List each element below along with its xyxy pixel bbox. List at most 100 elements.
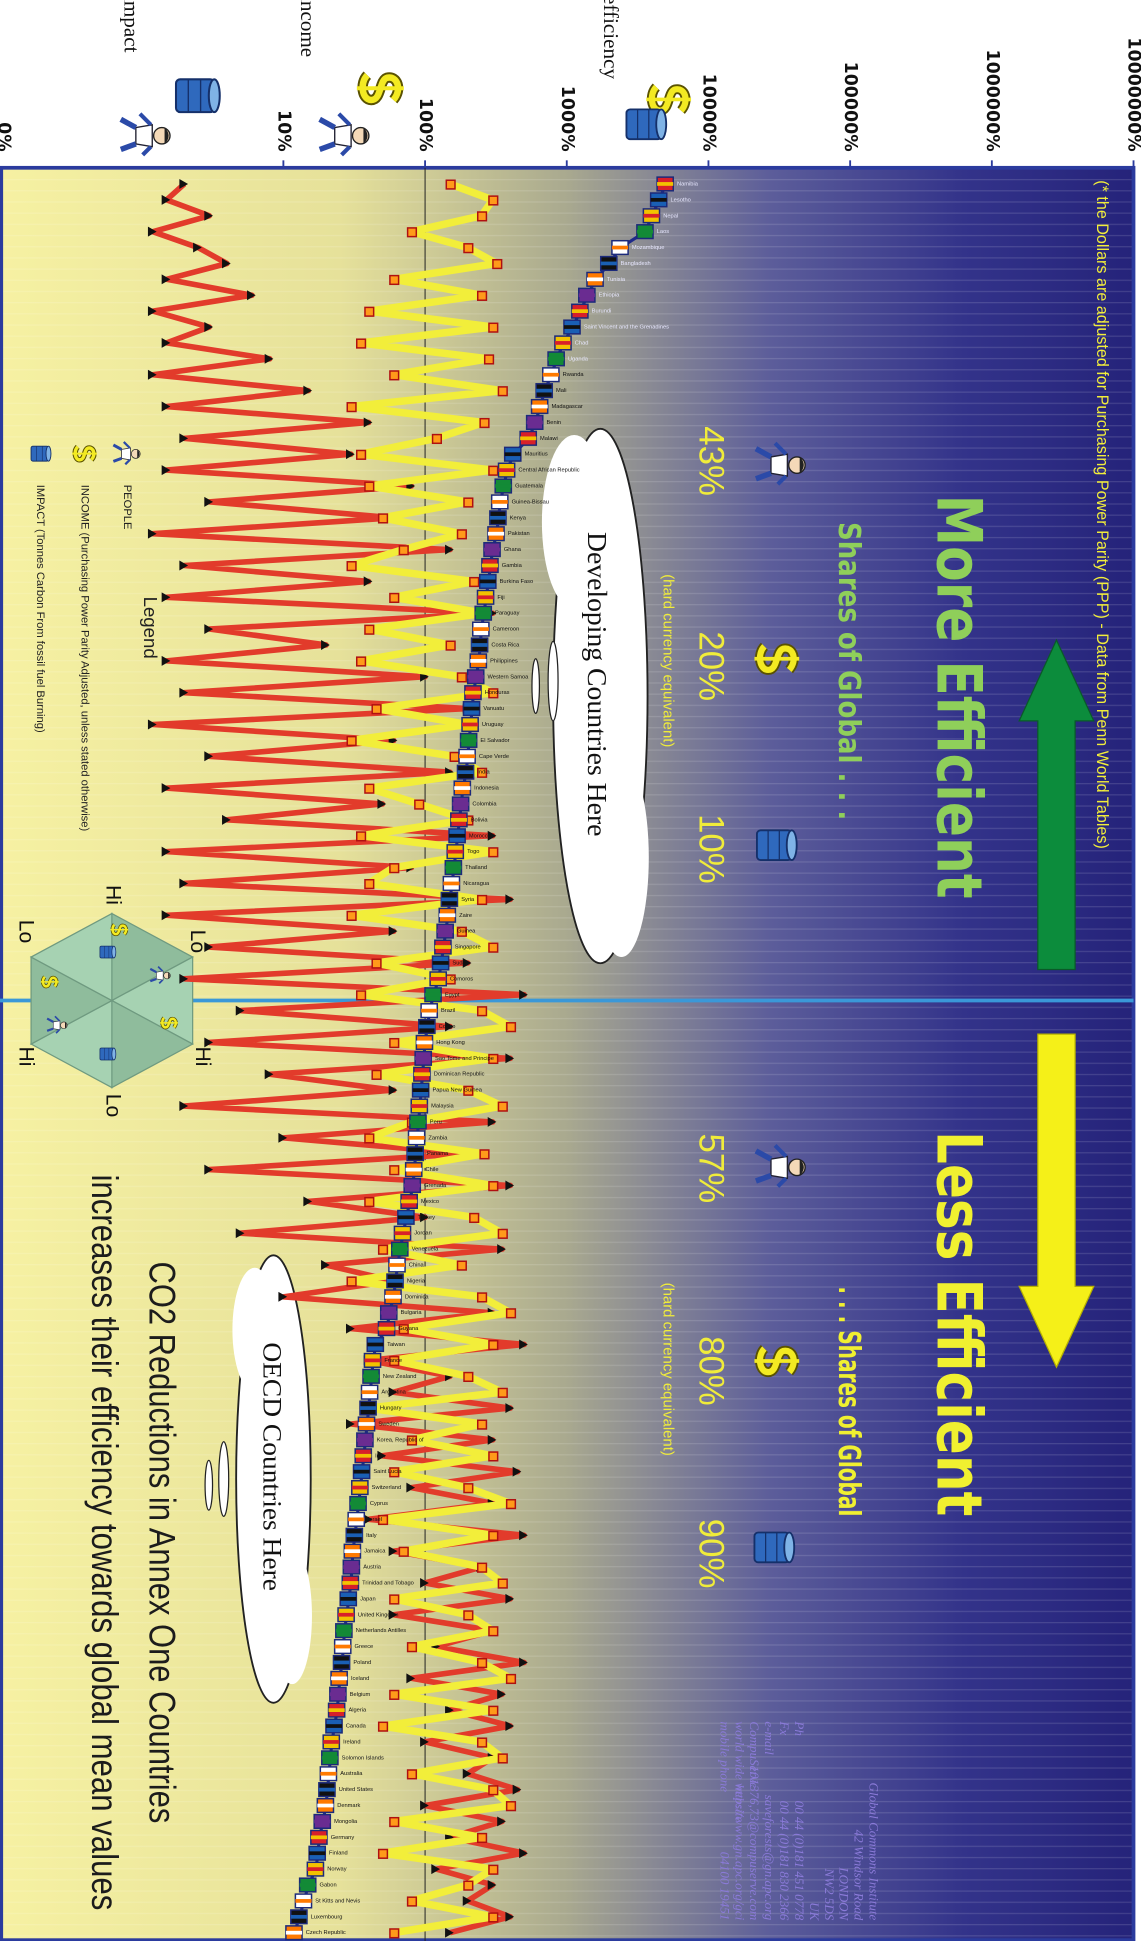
- impact-marker: [431, 1864, 441, 1875]
- country-label: Egypt: [445, 992, 460, 998]
- axis-icon: [646, 87, 691, 111]
- impact-marker: [321, 1260, 330, 1270]
- income-marker: [505, 1308, 517, 1319]
- shares-title: Shares of Global . . .: [831, 522, 866, 820]
- income-marker: [488, 1864, 499, 1875]
- country-label: Colombia: [472, 801, 497, 807]
- income-marker: [377, 1848, 389, 1859]
- income-marker: [476, 290, 488, 301]
- impact-marker: [303, 1196, 313, 1207]
- country-label: Poland: [353, 1660, 371, 1666]
- country-label: United Kingdom: [358, 1612, 399, 1618]
- oecd-cloud: [204, 1254, 312, 1704]
- income-marker: [389, 1816, 400, 1828]
- income-marker: [389, 370, 400, 381]
- income-marker: [488, 1451, 499, 1462]
- country-label: Honduras: [485, 690, 510, 696]
- flag-stripe: [536, 388, 553, 393]
- country-label: Guinea: [457, 929, 476, 935]
- income-marker: [456, 672, 467, 683]
- country-label: Dominica: [405, 1294, 430, 1300]
- impact-marker: [161, 337, 171, 348]
- flag-stripe: [454, 786, 471, 790]
- income-marker: [389, 1689, 400, 1700]
- income-marker: [497, 1753, 508, 1764]
- income-marker: [377, 1514, 389, 1526]
- hex-icon: [99, 1047, 117, 1061]
- flag-stripe: [472, 627, 489, 631]
- contact-label: Fx: [777, 1720, 792, 1735]
- more-efficient: More Efficient: [922, 495, 995, 899]
- income-marker: [364, 783, 375, 794]
- income-marker: [364, 1196, 375, 1208]
- impact-marker: [497, 1816, 506, 1827]
- x-tick-label: 1000%: [557, 86, 577, 152]
- flag-stripe: [405, 1167, 422, 1172]
- x-tick-label: 10000%: [698, 74, 718, 152]
- impact-marker: [388, 1387, 398, 1398]
- impact-marker: [505, 1721, 515, 1732]
- contact-label: world wide website: [732, 1721, 747, 1822]
- income-marker: [355, 990, 367, 1001]
- impact-marker: [388, 926, 398, 937]
- contact-label: e-mail: [762, 1721, 777, 1755]
- impact-marker: [179, 878, 189, 889]
- country-label: Burkina Faso: [500, 579, 534, 585]
- flag-stripe: [317, 1803, 334, 1808]
- flag-stripe: [384, 1294, 402, 1299]
- income-marker: [479, 1149, 490, 1160]
- income-marker: [406, 1642, 418, 1653]
- income-marker: [406, 1435, 418, 1446]
- country-label: Zambia: [428, 1135, 448, 1141]
- income-marker: [488, 1340, 499, 1351]
- country-label: Uruguay: [482, 722, 504, 728]
- income-marker: [497, 1578, 508, 1589]
- flag-stripe: [554, 341, 572, 345]
- income-marker: [463, 1880, 474, 1891]
- income-marker: [355, 449, 367, 460]
- country-label: Mexico: [421, 1199, 439, 1205]
- series-label: income: [296, 0, 320, 57]
- flag-stripe: [340, 1596, 357, 1601]
- impact-marker: [512, 1784, 522, 1795]
- income-marker: [364, 1133, 375, 1144]
- income-marker: [505, 1022, 517, 1033]
- country-label: Jordan: [414, 1231, 431, 1237]
- flag-stripe: [349, 1501, 367, 1506]
- flag-stripe: [351, 1485, 368, 1490]
- contact-value: saveforests@gn.apc.org: [762, 1795, 777, 1921]
- country-label: Guyana: [398, 1326, 419, 1332]
- flag-stripe: [344, 1549, 361, 1554]
- impact-marker: [346, 449, 355, 460]
- income-marker: [463, 1610, 474, 1621]
- impact-marker: [161, 465, 171, 476]
- cloud-label: Developing Countries Here: [582, 532, 612, 837]
- hex-icon: [159, 1015, 179, 1030]
- country-label: Madagascar: [551, 404, 582, 410]
- income-marker: [389, 1594, 400, 1605]
- impact-marker: [161, 274, 171, 285]
- flag-stripe: [346, 1533, 363, 1538]
- country-label: Nigeria: [407, 1278, 426, 1284]
- country-label: Malaysia: [431, 1104, 454, 1110]
- flag-stripe: [299, 1883, 316, 1887]
- income-marker: [476, 1737, 488, 1748]
- country-label: Nepal: [663, 213, 678, 219]
- income-marker: [431, 433, 443, 445]
- country-label: Taiwan: [387, 1342, 405, 1348]
- flag-stripe: [600, 261, 617, 266]
- impact-marker: [161, 910, 171, 921]
- impact-marker: [204, 210, 214, 221]
- impact-marker: [462, 1768, 472, 1779]
- contact-value: http://www.gn.apc.org/gci: [732, 1784, 747, 1920]
- flag-stripe: [416, 1040, 433, 1045]
- country-label: Ethiopia: [599, 293, 620, 299]
- impact-marker: [445, 1927, 454, 1938]
- country-label: Luxembourg: [311, 1914, 343, 1920]
- flag-stripe: [314, 1819, 331, 1824]
- flag-stripe: [424, 992, 442, 997]
- impact-marker: [505, 1180, 515, 1191]
- country-label: Zaire: [459, 913, 472, 919]
- series-label: efficiency: [599, 0, 623, 79]
- income-marker: [355, 338, 367, 349]
